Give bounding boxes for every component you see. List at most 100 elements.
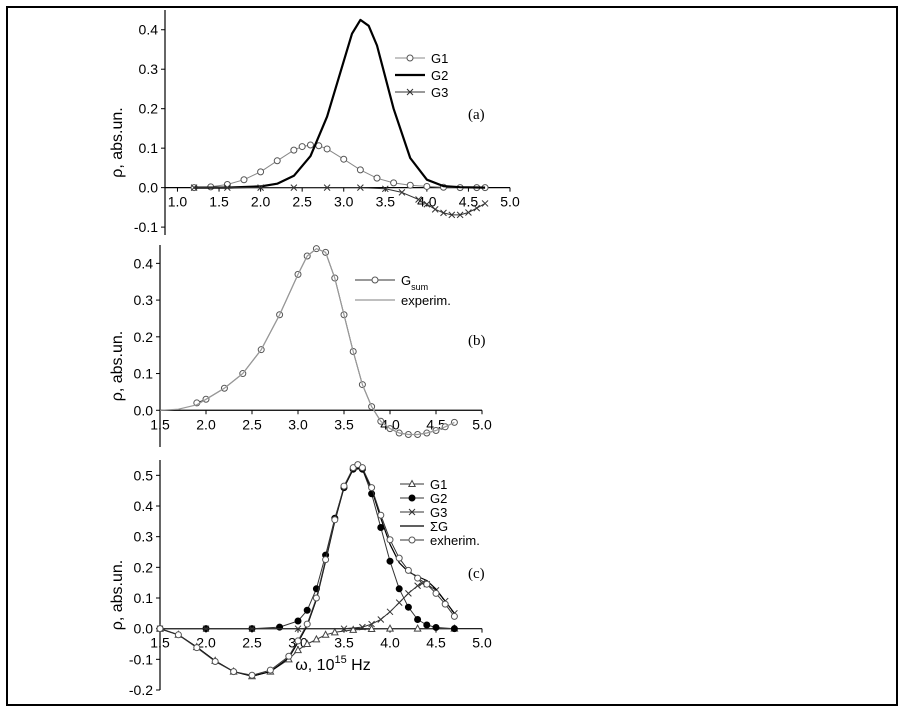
- data-point: [294, 637, 302, 645]
- x-tick-label: 2.0: [196, 416, 216, 432]
- data-point: [340, 155, 348, 163]
- data-point: [415, 196, 422, 203]
- data-point: [340, 625, 348, 633]
- y-tick-label: -0.1: [134, 219, 158, 235]
- y-tick-label: 0.1: [139, 140, 159, 156]
- data-point: [432, 589, 440, 597]
- x-tick-label: 5.0: [500, 194, 520, 210]
- x-tick-label: 5.0: [472, 416, 492, 432]
- y-tick-label: 0.5: [134, 467, 154, 483]
- data-point: [322, 556, 330, 564]
- y-tick-label: 0.3: [134, 529, 154, 545]
- data-point: [290, 146, 298, 154]
- y-tick-label: 0.0: [134, 402, 154, 418]
- data-point: [456, 211, 464, 219]
- x-tick-label: 2.0: [251, 194, 271, 210]
- data-point: [298, 143, 306, 151]
- data-point: [414, 582, 421, 590]
- y-axis-label: ρ, abs.un.: [109, 107, 126, 177]
- data-point: [440, 209, 447, 217]
- data-point: [223, 184, 231, 191]
- legend-marker: [407, 479, 417, 487]
- data-point: [323, 145, 331, 153]
- data-point: [448, 211, 456, 219]
- y-tick-label: -0.2: [129, 682, 153, 698]
- data-point: [414, 574, 422, 582]
- legend-marker: [408, 508, 416, 516]
- data-point: [413, 624, 422, 632]
- data-point: [248, 671, 256, 679]
- data-point: [386, 608, 394, 616]
- data-point: [386, 557, 394, 565]
- data-point: [414, 615, 422, 623]
- y-axis-label: ρ, abs.un.: [109, 331, 126, 401]
- x-tick-label: 3.5: [376, 194, 396, 210]
- data-point: [377, 511, 385, 519]
- data-point: [303, 606, 311, 614]
- legend-marker: [408, 536, 416, 544]
- x-tick-label: 3.5: [334, 416, 354, 432]
- y-tick-label: 0.1: [134, 366, 154, 382]
- panel-label: (b): [468, 333, 486, 349]
- legend-label: exherim.: [430, 533, 480, 548]
- data-point: [431, 205, 439, 213]
- y-tick-label: 0.0: [134, 621, 154, 637]
- x-tick-label: 1.0: [168, 194, 188, 210]
- x-tick-label: 2.5: [292, 194, 312, 210]
- x-tick-label: 4.0: [380, 635, 400, 651]
- legend-marker: [371, 276, 379, 284]
- series-line: [196, 248, 455, 435]
- data-point: [406, 181, 414, 189]
- legend-label: G3: [430, 505, 447, 520]
- x-tick-label: 3.5: [334, 635, 354, 651]
- legend-label: G2: [430, 491, 447, 506]
- x-tick-label: 4.5: [459, 194, 479, 210]
- data-point: [285, 652, 293, 660]
- data-point: [202, 625, 210, 633]
- data-point: [423, 580, 431, 588]
- data-point: [358, 464, 366, 472]
- data-point: [276, 623, 284, 631]
- x-tick-label: 2.0: [196, 635, 216, 651]
- panel-label: (a): [468, 107, 485, 123]
- data-point: [321, 630, 330, 638]
- data-point: [368, 484, 376, 492]
- panel-b: 0.00.10.20.30.41.5 2.0 2.5 3.0 3.5 4.0 4.5 5.0ρ…: [109, 245, 492, 447]
- series-line: [194, 144, 486, 189]
- data-point: [381, 185, 389, 193]
- data-point: [367, 624, 376, 632]
- data-point: [385, 624, 395, 632]
- data-point: [441, 600, 449, 608]
- data-point: [303, 639, 312, 647]
- series-line: [194, 18, 486, 189]
- data-point: [340, 482, 348, 490]
- y-tick-label: 0.0: [139, 180, 159, 196]
- legend-label: G1: [430, 477, 447, 492]
- data-point: [395, 554, 403, 562]
- data-point: [390, 179, 398, 187]
- data-point: [423, 182, 431, 190]
- data-point: [423, 621, 431, 629]
- data-point: [306, 141, 314, 149]
- data-point: [273, 157, 281, 165]
- x-tick-label: 2.5: [242, 416, 262, 432]
- legend-marker: [408, 494, 416, 502]
- data-point: [294, 617, 302, 625]
- legend-label: G1: [431, 51, 448, 66]
- data-point: [323, 184, 331, 191]
- x-tick-label: 4.0: [417, 194, 437, 210]
- x-tick-label: 4.5: [426, 635, 446, 651]
- x-tick-label: 5.0: [472, 635, 492, 651]
- data-point: [331, 516, 339, 524]
- data-point: [404, 603, 412, 611]
- data-point: [473, 204, 481, 212]
- data-point: [450, 625, 458, 633]
- data-point: [481, 200, 489, 207]
- data-point: [330, 627, 339, 636]
- data-point: [248, 625, 256, 633]
- legend-label: Gsum: [401, 273, 428, 292]
- data-point: [312, 594, 320, 602]
- series-line: [159, 248, 455, 436]
- x-tick-label: 1.5: [150, 635, 170, 651]
